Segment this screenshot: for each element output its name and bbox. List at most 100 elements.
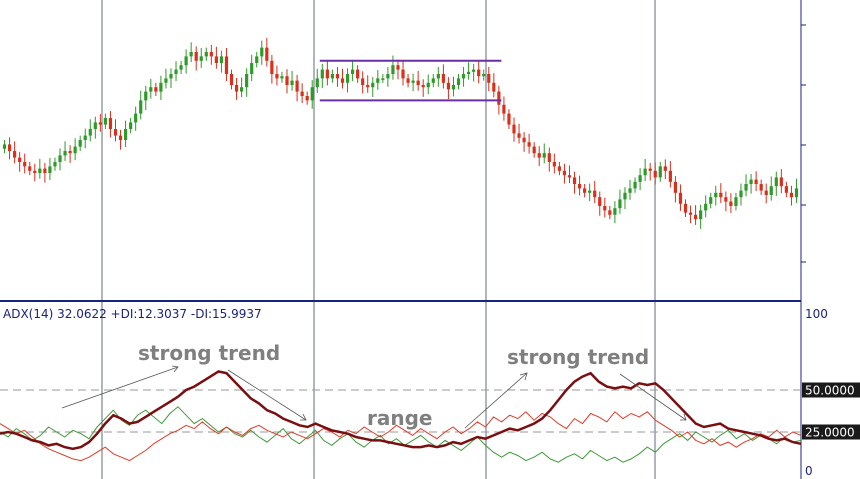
candle [577, 175, 582, 196]
candle [265, 37, 269, 67]
candle [280, 71, 284, 83]
candle [73, 138, 77, 161]
candle [653, 162, 657, 185]
candle [704, 195, 708, 218]
candle [391, 55, 395, 80]
candle-body [436, 74, 440, 79]
candle-body [154, 87, 158, 92]
candle-body [139, 100, 143, 114]
candle-body [103, 118, 108, 125]
candle-body [295, 80, 299, 92]
candle [744, 174, 748, 197]
candle [396, 59, 400, 80]
candle [129, 118, 133, 134]
candle-body [134, 113, 138, 123]
candle [588, 183, 592, 202]
candle [234, 77, 239, 100]
candle [209, 44, 213, 65]
candle [794, 178, 799, 203]
candle [663, 159, 667, 180]
candle [58, 148, 62, 171]
candle-body [391, 65, 395, 74]
candle [426, 74, 430, 95]
candle-body [673, 181, 678, 193]
candle [613, 201, 617, 224]
candle-body [340, 78, 345, 83]
candle [169, 68, 173, 89]
candle-body [48, 166, 52, 173]
candle-body [73, 146, 77, 154]
candle [174, 61, 178, 82]
candle-body [487, 74, 491, 83]
candle [628, 180, 632, 200]
candle [658, 162, 662, 182]
candle-body [240, 87, 244, 92]
candle [13, 141, 17, 164]
candle-body [28, 166, 32, 171]
candlestick-series [2, 37, 799, 229]
annotation-strong-trend-right: strong trend [507, 345, 649, 369]
candle [472, 63, 476, 82]
candle-body [330, 74, 335, 79]
candle [683, 199, 688, 217]
candle-body [739, 190, 743, 198]
candle [441, 64, 445, 89]
candle-body [98, 122, 102, 125]
candle-body [668, 170, 672, 182]
candle [255, 52, 259, 68]
candle [270, 55, 274, 84]
candle-body [572, 177, 577, 184]
candle-body [426, 82, 430, 88]
candle-body [113, 129, 118, 136]
candle-body [300, 91, 304, 96]
candle [618, 189, 622, 214]
candle [275, 65, 279, 86]
candle-body [446, 82, 451, 90]
candle-body [759, 184, 763, 191]
candle [567, 165, 572, 184]
level-25-tag-label: 25.0000 [805, 426, 855, 440]
candle-body [552, 162, 556, 167]
candle-body [608, 210, 612, 215]
candle [315, 68, 319, 93]
candle-body [593, 190, 597, 198]
candle-body [401, 69, 405, 79]
candle [492, 73, 496, 98]
candle-body [214, 56, 218, 63]
candle-body [270, 60, 274, 74]
candle-body [769, 186, 773, 195]
candle [345, 68, 350, 93]
arrowhead-up-right [519, 372, 528, 381]
candle [376, 70, 380, 90]
candle-body [386, 74, 390, 79]
candle [295, 74, 299, 102]
candle [598, 191, 602, 216]
candle-body [33, 170, 37, 173]
candle-body [643, 168, 647, 176]
candle-body [381, 78, 385, 80]
adx-line [0, 370, 802, 451]
candle-body [638, 175, 642, 182]
candle-body [628, 188, 632, 193]
candle-body [335, 74, 340, 79]
candle [517, 123, 521, 144]
candle [63, 141, 67, 162]
candle [305, 91, 309, 105]
candle-body [58, 155, 62, 162]
candle [310, 80, 314, 109]
candle-body [613, 208, 617, 215]
candle-body [245, 74, 249, 88]
level-50-tag [802, 382, 860, 398]
candle-body [532, 146, 536, 154]
candle-body [421, 85, 425, 88]
annotation-range: range [367, 406, 432, 430]
candle [688, 205, 693, 224]
arrow-down-right [619, 373, 687, 421]
candle [330, 69, 335, 83]
candle-body [734, 197, 738, 206]
candle-body [603, 206, 607, 211]
candle [123, 120, 128, 148]
candle [164, 68, 168, 89]
candle [28, 162, 32, 176]
candle-body [356, 69, 360, 79]
